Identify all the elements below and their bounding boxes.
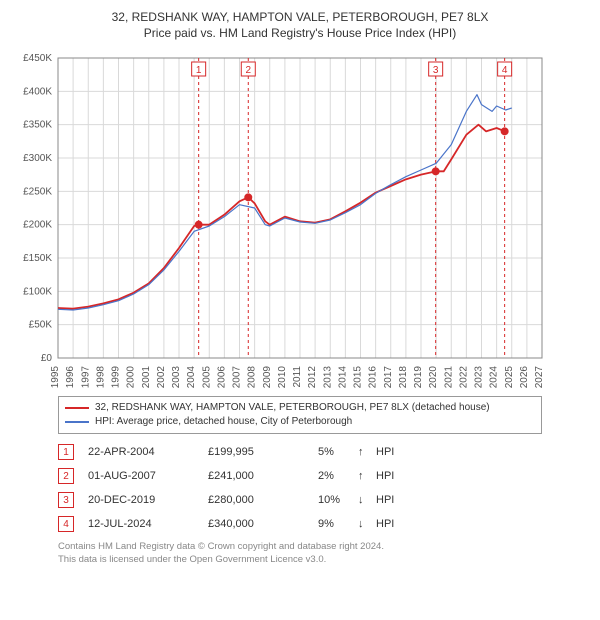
legend-swatch: [65, 407, 89, 409]
legend: 32, REDSHANK WAY, HAMPTON VALE, PETERBOR…: [58, 396, 542, 434]
svg-text:1997: 1997: [80, 366, 91, 388]
arrow-up-icon: ↑: [358, 470, 376, 482]
event-row: 4 12-JUL-2024£340,0009%↓HPI: [58, 516, 542, 532]
svg-text:2017: 2017: [383, 366, 394, 388]
arrow-up-icon: ↑: [358, 446, 376, 458]
svg-text:£150K: £150K: [23, 253, 52, 264]
svg-text:2019: 2019: [413, 366, 424, 388]
chart: £0 £50K £100K £150K £200K £250K £300K £350K £400…: [12, 48, 588, 388]
events-table: 122-APR-2004£199,9955%↑HPI201-AUG-2007£2…: [58, 444, 542, 532]
svg-text:2009: 2009: [262, 366, 273, 388]
svg-text:2025: 2025: [504, 366, 515, 388]
event-relative-label: HPI: [376, 494, 416, 506]
page: 32, REDSHANK WAY, HAMPTON VALE, PETERBOR…: [0, 0, 600, 620]
event-date: 01-AUG-2007: [88, 470, 208, 482]
svg-text:2008: 2008: [247, 366, 258, 388]
svg-text:1998: 1998: [95, 366, 106, 388]
svg-text:2005: 2005: [201, 366, 212, 388]
svg-text:£100K: £100K: [23, 286, 52, 297]
svg-text:1995: 1995: [50, 366, 61, 388]
event-relative-label: HPI: [376, 518, 416, 530]
legend-label: HPI: Average price, detached house, City…: [95, 415, 352, 429]
chart-svg: £0 £50K £100K £150K £200K £250K £300K £350K £400…: [12, 48, 588, 388]
footer-line1: Contains HM Land Registry data © Crown c…: [58, 540, 542, 553]
svg-text:2: 2: [245, 65, 251, 76]
event-row: 1 22-APR-2004£199,9955%↑HPI: [58, 444, 542, 460]
svg-text:2000: 2000: [126, 366, 137, 388]
svg-text:2020: 2020: [428, 366, 439, 388]
svg-text:£250K: £250K: [23, 186, 52, 197]
event-delta: 9%: [318, 518, 358, 530]
svg-text:2003: 2003: [171, 366, 182, 388]
svg-text:2004: 2004: [186, 366, 197, 388]
svg-text:2018: 2018: [398, 366, 409, 388]
event-price: £241,000: [208, 470, 318, 482]
event-relative-label: HPI: [376, 446, 416, 458]
footer-line2: This data is licensed under the Open Gov…: [58, 553, 542, 566]
svg-text:£200K: £200K: [23, 220, 52, 231]
svg-text:2015: 2015: [353, 366, 364, 388]
event-date: 12-JUL-2024: [88, 518, 208, 530]
event-date: 22-APR-2004: [88, 446, 208, 458]
legend-item: 32, REDSHANK WAY, HAMPTON VALE, PETERBOR…: [65, 401, 535, 415]
legend-swatch: [65, 421, 89, 423]
legend-label: 32, REDSHANK WAY, HAMPTON VALE, PETERBOR…: [95, 401, 490, 415]
event-price: £340,000: [208, 518, 318, 530]
svg-text:2013: 2013: [322, 366, 333, 388]
svg-text:2002: 2002: [156, 366, 167, 388]
event-date: 20-DEC-2019: [88, 494, 208, 506]
svg-text:2007: 2007: [232, 366, 243, 388]
svg-text:2022: 2022: [458, 366, 469, 388]
svg-text:1: 1: [196, 65, 202, 76]
legend-item: HPI: Average price, detached house, City…: [65, 415, 535, 429]
svg-text:2026: 2026: [519, 366, 530, 388]
svg-text:2001: 2001: [141, 366, 152, 388]
event-delta: 2%: [318, 470, 358, 482]
arrow-down-icon: ↓: [358, 518, 376, 530]
event-delta: 10%: [318, 494, 358, 506]
svg-text:2024: 2024: [489, 366, 500, 388]
title-line1: 32, REDSHANK WAY, HAMPTON VALE, PETERBOR…: [12, 10, 588, 24]
event-row: 3 20-DEC-2019£280,00010%↓HPI: [58, 492, 542, 508]
titles: 32, REDSHANK WAY, HAMPTON VALE, PETERBOR…: [12, 10, 588, 40]
svg-text:2027: 2027: [534, 366, 545, 388]
svg-text:£450K: £450K: [23, 53, 52, 64]
svg-text:£400K: £400K: [23, 86, 52, 97]
svg-text:4: 4: [502, 65, 508, 76]
event-row: 2 01-AUG-2007£241,0002%↑HPI: [58, 468, 542, 484]
footer: Contains HM Land Registry data © Crown c…: [58, 540, 542, 566]
arrow-down-icon: ↓: [358, 494, 376, 506]
svg-text:2011: 2011: [292, 366, 303, 388]
event-number-box: 3: [58, 492, 74, 508]
event-delta: 5%: [318, 446, 358, 458]
svg-text:2006: 2006: [216, 366, 227, 388]
svg-text:2012: 2012: [307, 366, 318, 388]
svg-text:£0: £0: [41, 353, 53, 364]
event-price: £280,000: [208, 494, 318, 506]
svg-text:2014: 2014: [337, 366, 348, 388]
svg-text:3: 3: [433, 65, 439, 76]
event-number-box: 2: [58, 468, 74, 484]
svg-text:1999: 1999: [111, 366, 122, 388]
svg-text:2021: 2021: [443, 366, 454, 388]
svg-text:2010: 2010: [277, 366, 288, 388]
svg-text:£50K: £50K: [29, 320, 53, 331]
svg-text:£350K: £350K: [23, 120, 52, 131]
event-relative-label: HPI: [376, 470, 416, 482]
event-price: £199,995: [208, 446, 318, 458]
svg-text:£300K: £300K: [23, 153, 52, 164]
title-line2: Price paid vs. HM Land Registry's House …: [12, 26, 588, 40]
event-number-box: 4: [58, 516, 74, 532]
svg-text:2016: 2016: [368, 366, 379, 388]
svg-text:2023: 2023: [474, 366, 485, 388]
svg-text:1996: 1996: [65, 366, 76, 388]
event-number-box: 1: [58, 444, 74, 460]
